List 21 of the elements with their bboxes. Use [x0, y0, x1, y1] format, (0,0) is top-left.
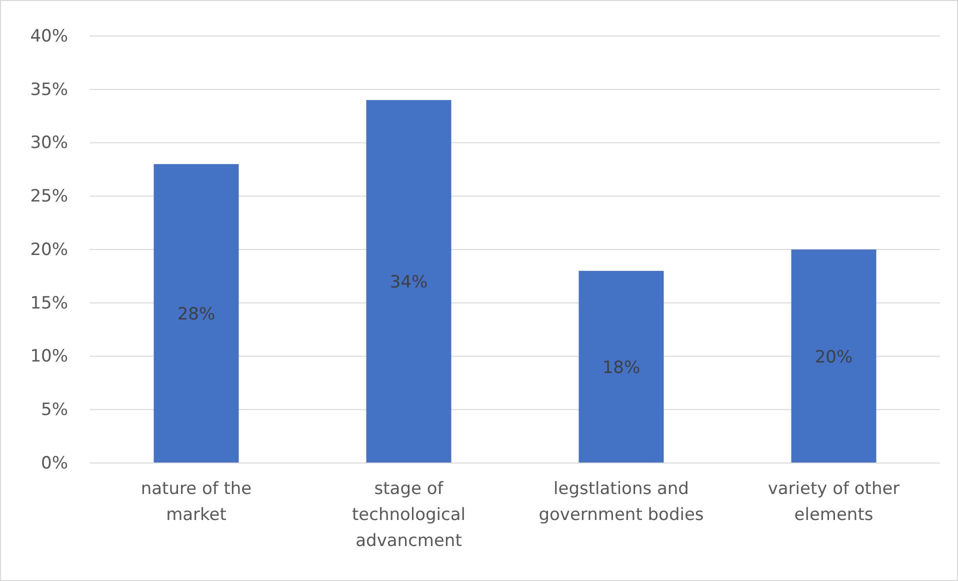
data-label: 28%: [177, 304, 216, 325]
bar: [578, 270, 664, 463]
y-tick-label: 30%: [30, 133, 68, 154]
y-tick-label: 35%: [30, 80, 68, 100]
x-tick-label: stage of technological advancment: [352, 479, 466, 551]
bar: [791, 250, 876, 463]
y-tick-label: 20%: [30, 240, 68, 260]
bar: [366, 100, 452, 463]
y-tick-label: 0%: [41, 453, 68, 474]
y-tick-label: 25%: [30, 186, 68, 207]
x-tick-label: legstlations and government bodies: [538, 479, 704, 525]
y-tick-label: 15%: [30, 293, 68, 314]
x-tick-label: variety of other elements: [768, 479, 900, 525]
y-tick-label: 10%: [30, 346, 68, 367]
y-tick-label: 40%: [30, 26, 68, 46]
x-tick-label: nature of the market: [140, 479, 252, 525]
data-label: 34%: [390, 272, 428, 293]
data-label: 20%: [814, 347, 853, 368]
data-label: 18%: [602, 358, 640, 378]
bar: [154, 164, 239, 463]
y-tick-label: 5%: [41, 400, 68, 420]
